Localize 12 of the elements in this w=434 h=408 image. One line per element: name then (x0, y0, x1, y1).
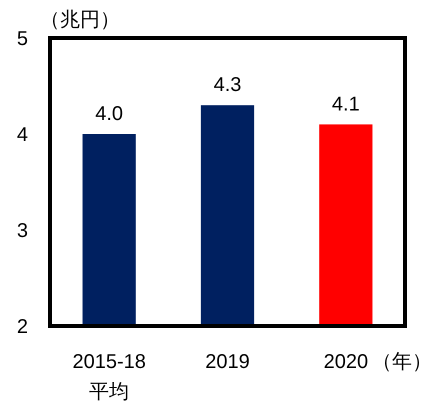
y-tick-label: 2 (16, 316, 28, 338)
y-tick-label: 4 (16, 124, 28, 146)
y-tick-label: 3 (16, 220, 28, 242)
x-tick-label: 2019 (205, 351, 250, 373)
x-axis-title: （年） (372, 351, 432, 373)
data-label: 4.3 (214, 74, 242, 96)
data-label: 4.0 (95, 103, 124, 125)
x-tick-label: 2020 (324, 351, 368, 373)
data-label: 4.1 (332, 93, 360, 116)
x-tick-label: 2015-18 平均 (72, 351, 146, 403)
y-tick-label: 5 (16, 28, 28, 50)
y-axis-title: （兆円） (40, 9, 120, 31)
